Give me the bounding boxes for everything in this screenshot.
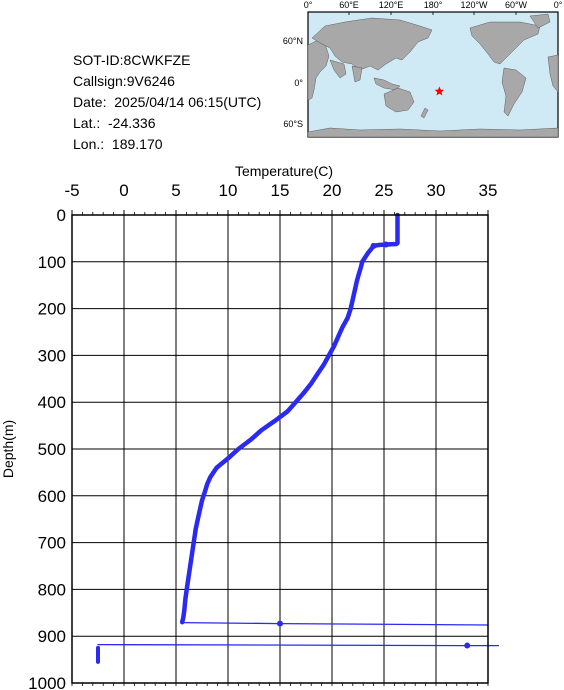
date-text: Date: 2025/04/14 06:15(UTC) (73, 94, 262, 110)
land-arabia-india (329, 59, 363, 83)
land-greenland (529, 13, 551, 29)
x-tick-label: 15 (271, 181, 290, 200)
x-tick-label: 30 (427, 181, 446, 200)
chart-grid (71, 214, 489, 684)
y-tick-label: 700 (38, 534, 66, 553)
y-axis-title: Depth(m) (0, 420, 16, 478)
y-tick-label: 500 (38, 440, 66, 459)
map-lat-label: 60°S (283, 119, 303, 129)
map-frame-group (307, 11, 559, 138)
data-point-marker (464, 642, 471, 649)
map-lon-label: 120°E (379, 0, 404, 10)
y-tick-label: 1000 (28, 674, 66, 690)
red-star-icon (434, 86, 445, 96)
map-lon-label: 120°W (460, 0, 488, 10)
land-eurasia (311, 17, 433, 71)
x-tick-label: 5 (171, 181, 180, 200)
land-africa-west-right (547, 54, 559, 93)
y-tick-label: 600 (38, 487, 66, 506)
land-north-america (469, 21, 541, 65)
map-marker-star (434, 86, 445, 96)
y-tick-label: 0 (57, 206, 66, 225)
map-lon-label: 180° (424, 0, 443, 10)
y-tick-label: 800 (38, 580, 66, 599)
x-axis-title: Temperature(C) (235, 163, 333, 179)
map-lon-label: 0° (554, 0, 563, 10)
chart-series (96, 212, 500, 664)
land-australia (383, 87, 415, 113)
map-lat-label: 60°N (283, 36, 303, 46)
map-lon-label: 60°W (505, 0, 528, 10)
latitude-text: Lat.: -24.336 (73, 115, 156, 131)
land-south-america (501, 67, 527, 117)
data-point-marker (277, 620, 283, 627)
y-tick-label: 400 (38, 393, 66, 412)
y-tick-label: 900 (38, 627, 66, 646)
chart-markers (277, 241, 471, 649)
longitude-text: Lon.: 189.170 (73, 136, 163, 152)
x-tick-label: 0 (119, 181, 128, 200)
y-tick-label: 200 (38, 300, 66, 319)
x-tick-label: -5 (64, 181, 79, 200)
x-tick-label: 10 (219, 181, 238, 200)
map-lon-label: 60°E (339, 0, 359, 10)
x-tick-label: 20 (323, 181, 342, 200)
callsign-text: Callsign:9V6246 (73, 73, 175, 89)
map-lat-label: 0° (294, 78, 303, 88)
y-tick-label: 100 (38, 253, 66, 272)
y-tick-label: 300 (38, 346, 66, 365)
sot-id-text: SOT-ID:8CWKFZE (73, 52, 191, 68)
series-line-0 (179, 212, 400, 625)
series-line-2 (97, 643, 500, 647)
map-landmasses (307, 13, 559, 138)
land-antarctica (307, 127, 559, 138)
x-tick-label: 35 (479, 181, 498, 200)
data-point-marker (383, 241, 390, 248)
map-longitude-labels: 0° 60°E 120°E 180° 120°W 60°W 0° (304, 0, 563, 15)
map-latitude-labels: 60°N 0° 60°S (283, 36, 304, 129)
map-lon-label: 0° (304, 0, 313, 10)
x-tick-label: 25 (375, 181, 394, 200)
data-point-marker (370, 242, 377, 249)
chart-ticks: -5 0 5 10 15 20 25 30 35 0 100 200 300 400 500 600 700 80… (28, 181, 497, 690)
land-new-zealand (420, 107, 429, 119)
